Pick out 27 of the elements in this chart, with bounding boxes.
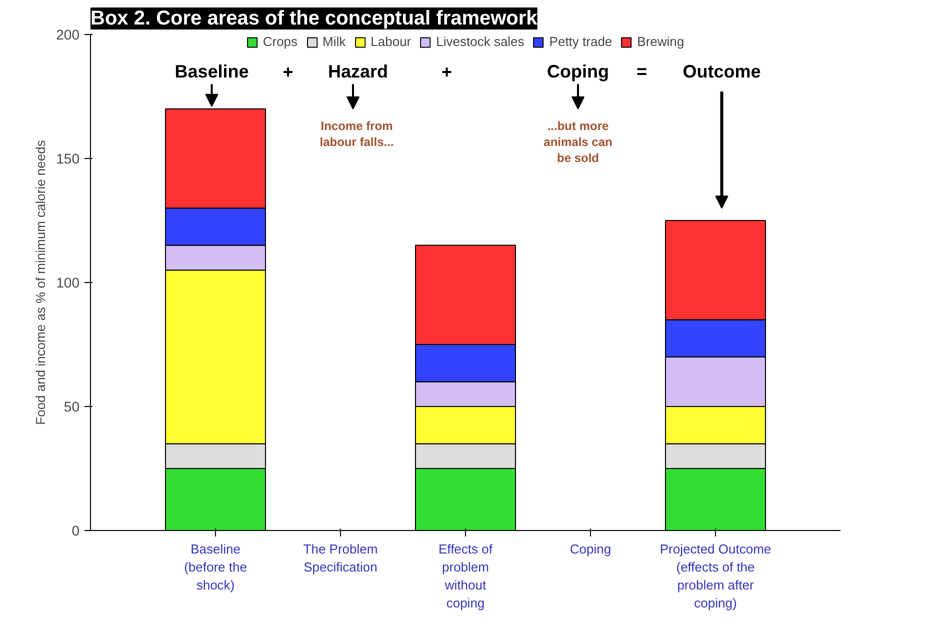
annotation: Outcome bbox=[682, 62, 761, 82]
legend-label: Petty trade bbox=[549, 34, 612, 49]
x-tick-label: Effects of problem without coping bbox=[438, 542, 493, 610]
legend-label: Brewing bbox=[637, 34, 684, 49]
annotation: = bbox=[636, 62, 648, 82]
y-tick-label: 150 bbox=[56, 150, 80, 166]
annotation: Hazard bbox=[328, 62, 388, 82]
y-axis-title: Food and income as % of minimum calorie needs bbox=[33, 140, 48, 425]
annotation: Baseline bbox=[174, 62, 249, 82]
annotation: Coping bbox=[547, 62, 609, 82]
legend-label: Crops bbox=[262, 34, 298, 49]
x-tick-label: The Problem Specification bbox=[303, 542, 378, 574]
y-tick-label: 0 bbox=[72, 522, 80, 538]
y-tick-label: 50 bbox=[64, 398, 80, 414]
annotation: ...but more animals can be sold bbox=[544, 118, 612, 166]
y-tick-label: 100 bbox=[56, 274, 80, 290]
annotation: + bbox=[282, 62, 294, 82]
legend-label: Livestock sales bbox=[436, 34, 524, 49]
chart-title: Box 2. Core areas of the conceptual framework bbox=[90, 8, 538, 30]
legend-label: Milk bbox=[322, 34, 346, 49]
annotation: Income from labour falls... bbox=[320, 118, 394, 149]
y-tick-label: 200 bbox=[56, 26, 80, 42]
x-tick-label: Baseline (before the shock) bbox=[184, 542, 247, 592]
x-tick-label: Projected Outcome (effects of the problem after coping) bbox=[660, 542, 772, 610]
annotation: + bbox=[441, 62, 452, 82]
x-tick-label: Coping bbox=[570, 542, 612, 556]
legend-label: Labour bbox=[370, 34, 412, 49]
